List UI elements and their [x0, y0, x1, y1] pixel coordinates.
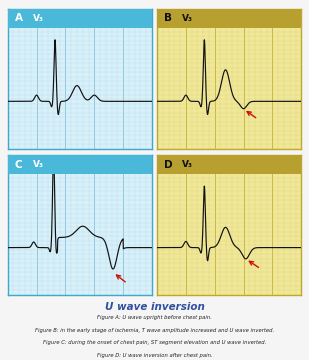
Text: A: A — [15, 13, 23, 23]
Text: Figure B: in the early stage of ischemia, T wave amplitude increased and U wave : Figure B: in the early stage of ischemia… — [35, 328, 274, 333]
Text: C: C — [15, 160, 22, 170]
Text: U wave inversion: U wave inversion — [104, 302, 205, 311]
Text: V₃: V₃ — [32, 160, 44, 169]
Text: V₃: V₃ — [182, 160, 193, 169]
Text: Figure A: U wave upright before chest pain.: Figure A: U wave upright before chest pa… — [97, 315, 212, 320]
Bar — [8, 9, 152, 28]
Bar — [8, 155, 152, 174]
Text: Figure D: U wave inversion after chest pain.: Figure D: U wave inversion after chest p… — [97, 353, 212, 358]
Bar — [157, 9, 301, 28]
Text: D: D — [163, 160, 172, 170]
Text: V₃: V₃ — [182, 14, 193, 23]
Text: B: B — [164, 13, 172, 23]
Text: Figure C: during the onset of chest pain, ST segment elevation and U wave invert: Figure C: during the onset of chest pain… — [43, 340, 266, 345]
Bar — [157, 155, 301, 174]
Text: V₃: V₃ — [32, 14, 44, 23]
